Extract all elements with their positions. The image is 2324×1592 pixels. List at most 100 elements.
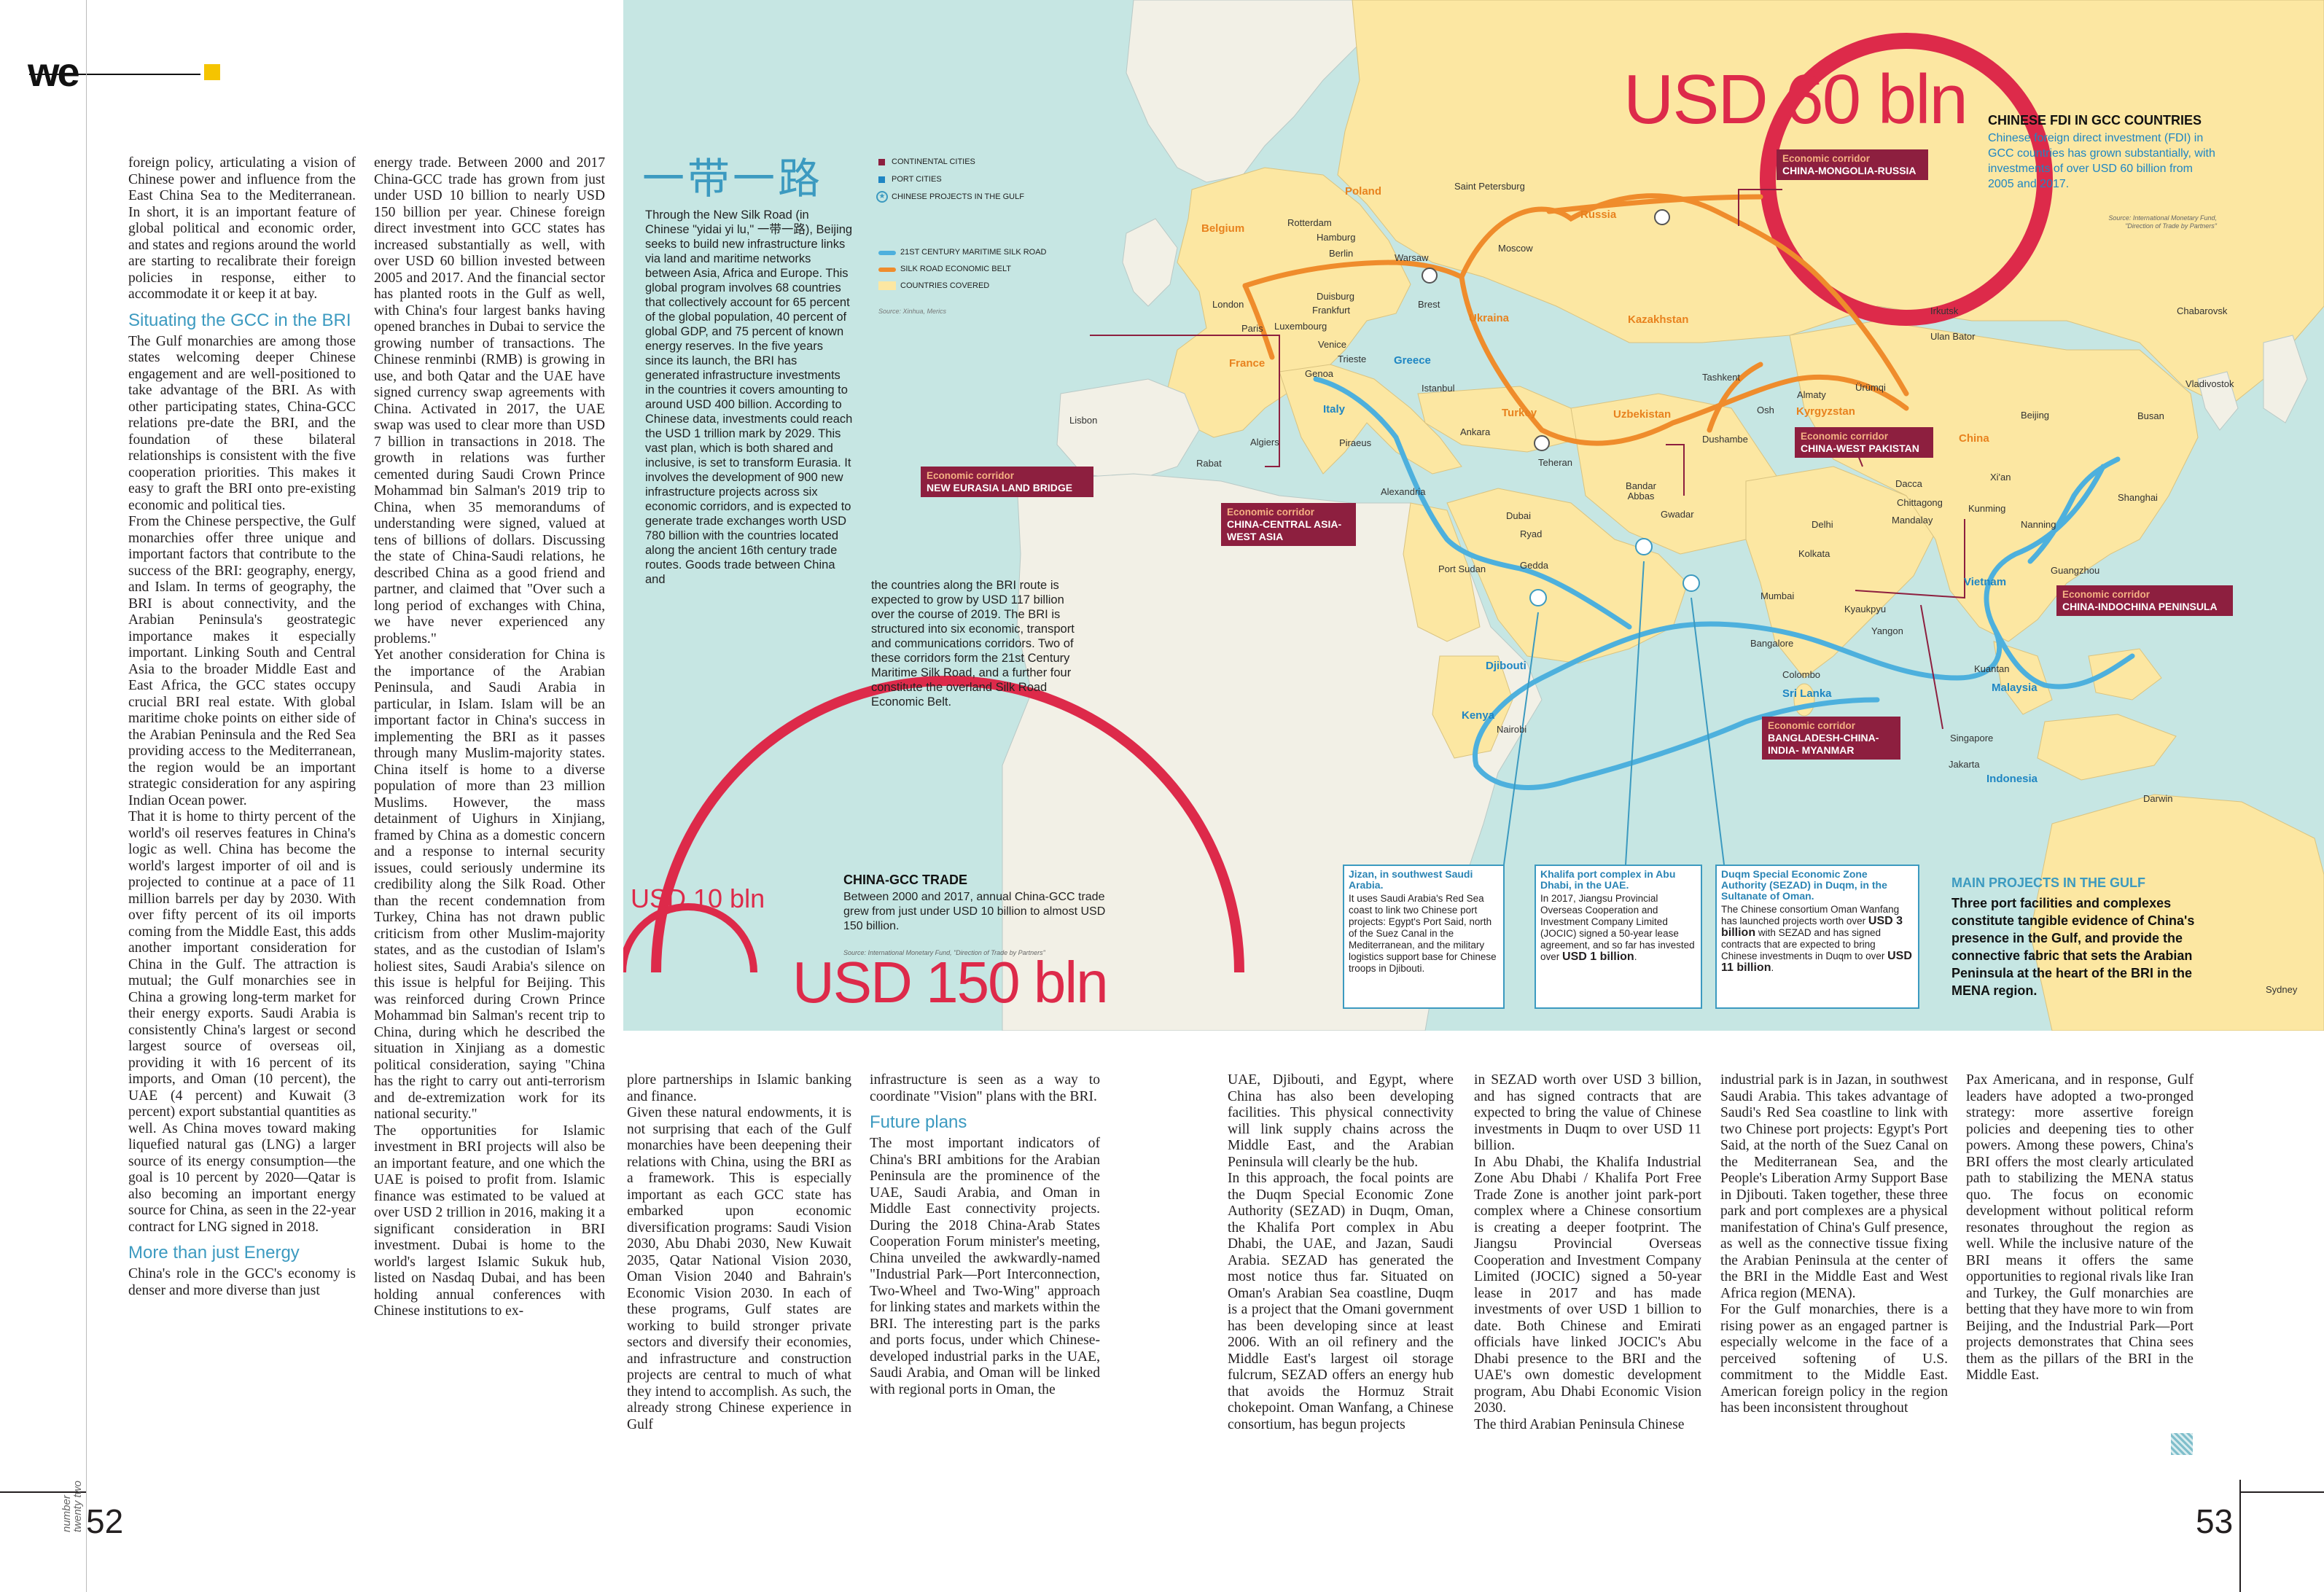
legend-port-cities: PORT CITIES [892, 175, 942, 184]
city-label: Warsaw [1395, 252, 1429, 263]
paragraph: The opportunities for Islamic investment… [374, 1123, 605, 1319]
city-label: Guangzhou [2051, 565, 2100, 576]
corridor-name: CHINA-MONGOLIA-RUSSIA [1782, 165, 1916, 176]
jizan-text: It uses Saudi Arabia's Red Sea coast to … [1349, 893, 1497, 974]
city-label: Mumbai [1760, 590, 1795, 601]
city-label: Luxembourg [1274, 321, 1327, 332]
label-turkey: Turkey [1502, 407, 1537, 419]
label-djibouti: Djibouti [1486, 660, 1526, 672]
city-label: Sydney [2266, 984, 2298, 995]
label-kazakhstan: Kazakhstan [1628, 313, 1689, 326]
city-label: Tashkent [1702, 372, 1741, 383]
page-edge-left [86, 0, 87, 1592]
label-kenya: Kenya [1462, 709, 1495, 722]
article-column-3: plore partnerships in Islamic banking an… [627, 1072, 851, 1433]
city-label: Teheran [1538, 457, 1572, 468]
folio-rule-left [0, 1491, 86, 1493]
fdi-amount: USD 60 bln [1623, 61, 1968, 138]
khalifa-info-box: Khalifa port complex in Abu Dhabi, in th… [1535, 865, 1702, 1009]
city-label: Almaty [1797, 389, 1826, 400]
label-china: China [1959, 432, 1989, 445]
fdi-title: CHINESE FDI IN GCC COUNTRIES [1988, 113, 2202, 128]
legend-port-marker [878, 176, 885, 183]
city-label: Frankfurt [1312, 305, 1351, 316]
city-label: Ankara [1460, 426, 1491, 437]
city-label: Istanbul [1422, 383, 1455, 394]
article-column-4: infrastructure is seen as a way to coord… [870, 1072, 1100, 1398]
city-label: Kunming [1968, 503, 2006, 514]
legend-chinese-projects: CHINESE PROJECTS IN THE GULF [892, 192, 1024, 201]
legend-source: Source: Xinhua, Merics [878, 308, 947, 315]
corridor-new-eurasia-land-bridge: Economic corridor NEW EURASIA LAND BRIDG… [921, 467, 1093, 497]
city-label: Dubai [1506, 510, 1531, 521]
duqm-title: Duqm Special Economic Zone Authority (SE… [1721, 868, 1887, 902]
city-label: Ulan Bator [1930, 331, 1976, 342]
corridor-name: CHINA-CENTRAL ASIA-WEST ASIA [1227, 518, 1342, 542]
logo-square [204, 64, 220, 80]
paragraph: plore partnerships in Islamic banking an… [627, 1072, 851, 1104]
article-column-2: energy trade. Between 2000 and 2017 Chin… [374, 155, 605, 1320]
label-malaysia: Malaysia [1992, 682, 2038, 694]
map-svg [623, 0, 2324, 1031]
label-sri-lanka: Sri Lanka [1782, 687, 1832, 700]
issue-label: number twenty two [61, 1480, 84, 1532]
city-label: Shanghai [2118, 492, 2158, 503]
fdi-text: Chinese foreign direct investment (FDI) … [1988, 132, 2215, 190]
section-heading: More than just Energy [128, 1243, 300, 1263]
bri-map: 一带一路 Through the New Silk Road (in Chine… [623, 0, 2324, 1031]
gulf-project-markers [1422, 209, 1700, 606]
magazine-logo: we [28, 49, 80, 95]
city-label: Bangalore [1750, 638, 1794, 649]
legend-continental-cities: CONTINENTAL CITIES [892, 157, 975, 166]
city-label: Algiers [1250, 437, 1279, 448]
city-label: Delhi [1812, 519, 1833, 530]
main-projects-title: MAIN PROJECTS IN THE GULF [1951, 875, 2146, 890]
city-label: Alexandria [1381, 486, 1426, 497]
article-column-1: foreign policy, articulating a vision of… [128, 155, 356, 1299]
duqm-text-2: with SEZAD and has signed contracts that… [1721, 927, 1885, 961]
jizan-title: Jizan, in southwest Saudi Arabia. [1349, 868, 1473, 891]
city-label: Singapore [1950, 733, 1994, 744]
city-label: Paris [1241, 323, 1263, 334]
city-label: Busan [2137, 410, 2164, 421]
article-end-mark [2171, 1433, 2193, 1455]
duqm-amount-1: USD 3 billion [1721, 915, 1903, 939]
corridor-heading: Economic corridor [2062, 589, 2151, 600]
city-label: Chittagong [1897, 497, 1943, 508]
city-label: Trieste [1338, 354, 1367, 364]
article-column-5: UAE, Djibouti, and Egypt, where China ha… [1228, 1072, 1454, 1433]
legend-maritime-swatch [878, 251, 896, 255]
corridor-leaders [1090, 189, 1965, 730]
label-indonesia: Indonesia [1986, 773, 2038, 785]
map-intro-text-2: the countries along the BRI route is exp… [871, 579, 1075, 709]
land-shapes [1002, 0, 2324, 1031]
city-label: Mandalay [1892, 515, 1933, 526]
city-label: Piraeus [1339, 437, 1372, 448]
corridor-heading: Economic corridor [1801, 431, 1889, 442]
city-label: Gwadar [1661, 509, 1694, 520]
trade-small-amount: USD 10 bln [631, 883, 765, 913]
page-number-left: 52 [86, 1502, 124, 1540]
legend-continental-marker [878, 159, 885, 165]
label-belgium: Belgium [1201, 222, 1245, 235]
paragraph: in SEZAD worth over USD 3 billion, and h… [1474, 1072, 1701, 1153]
article-column-6: in SEZAD worth over USD 3 billion, and h… [1474, 1072, 1701, 1433]
legend-maritime-road: 21ST CENTURY MARITIME SILK ROAD [900, 248, 1047, 257]
city-label: Jakarta [1949, 759, 1980, 770]
article-column-7: industrial park is in Jazan, in southwes… [1720, 1072, 1948, 1417]
city-label: Kyaukpyu [1844, 604, 1887, 614]
corridor-name: CHINA-WEST PAKISTAN [1801, 442, 1919, 454]
khalifa-amount: USD 1 billion [1562, 951, 1634, 963]
city-label: Brest [1418, 299, 1440, 310]
city-label: Saint Petersburg [1454, 181, 1525, 192]
city-label: Duisburg [1317, 291, 1355, 302]
corridor-heading: Economic corridor [1782, 153, 1871, 164]
city-label: Genoa [1305, 368, 1334, 379]
city-label: Colombo [1782, 669, 1821, 680]
corridor-bangladesh-china-india-myanmar: Economic corridor BANGLADESH-CHINA-INDIA… [1762, 717, 1900, 760]
main-projects-text: Three port facilities and complexes cons… [1951, 896, 2195, 998]
paragraph: For the Gulf monarchies, there is a risi… [1720, 1302, 1948, 1416]
city-label: Ryad [1520, 528, 1543, 539]
city-label: Port Sudan [1438, 563, 1486, 574]
city-label: Hamburg [1317, 232, 1356, 243]
